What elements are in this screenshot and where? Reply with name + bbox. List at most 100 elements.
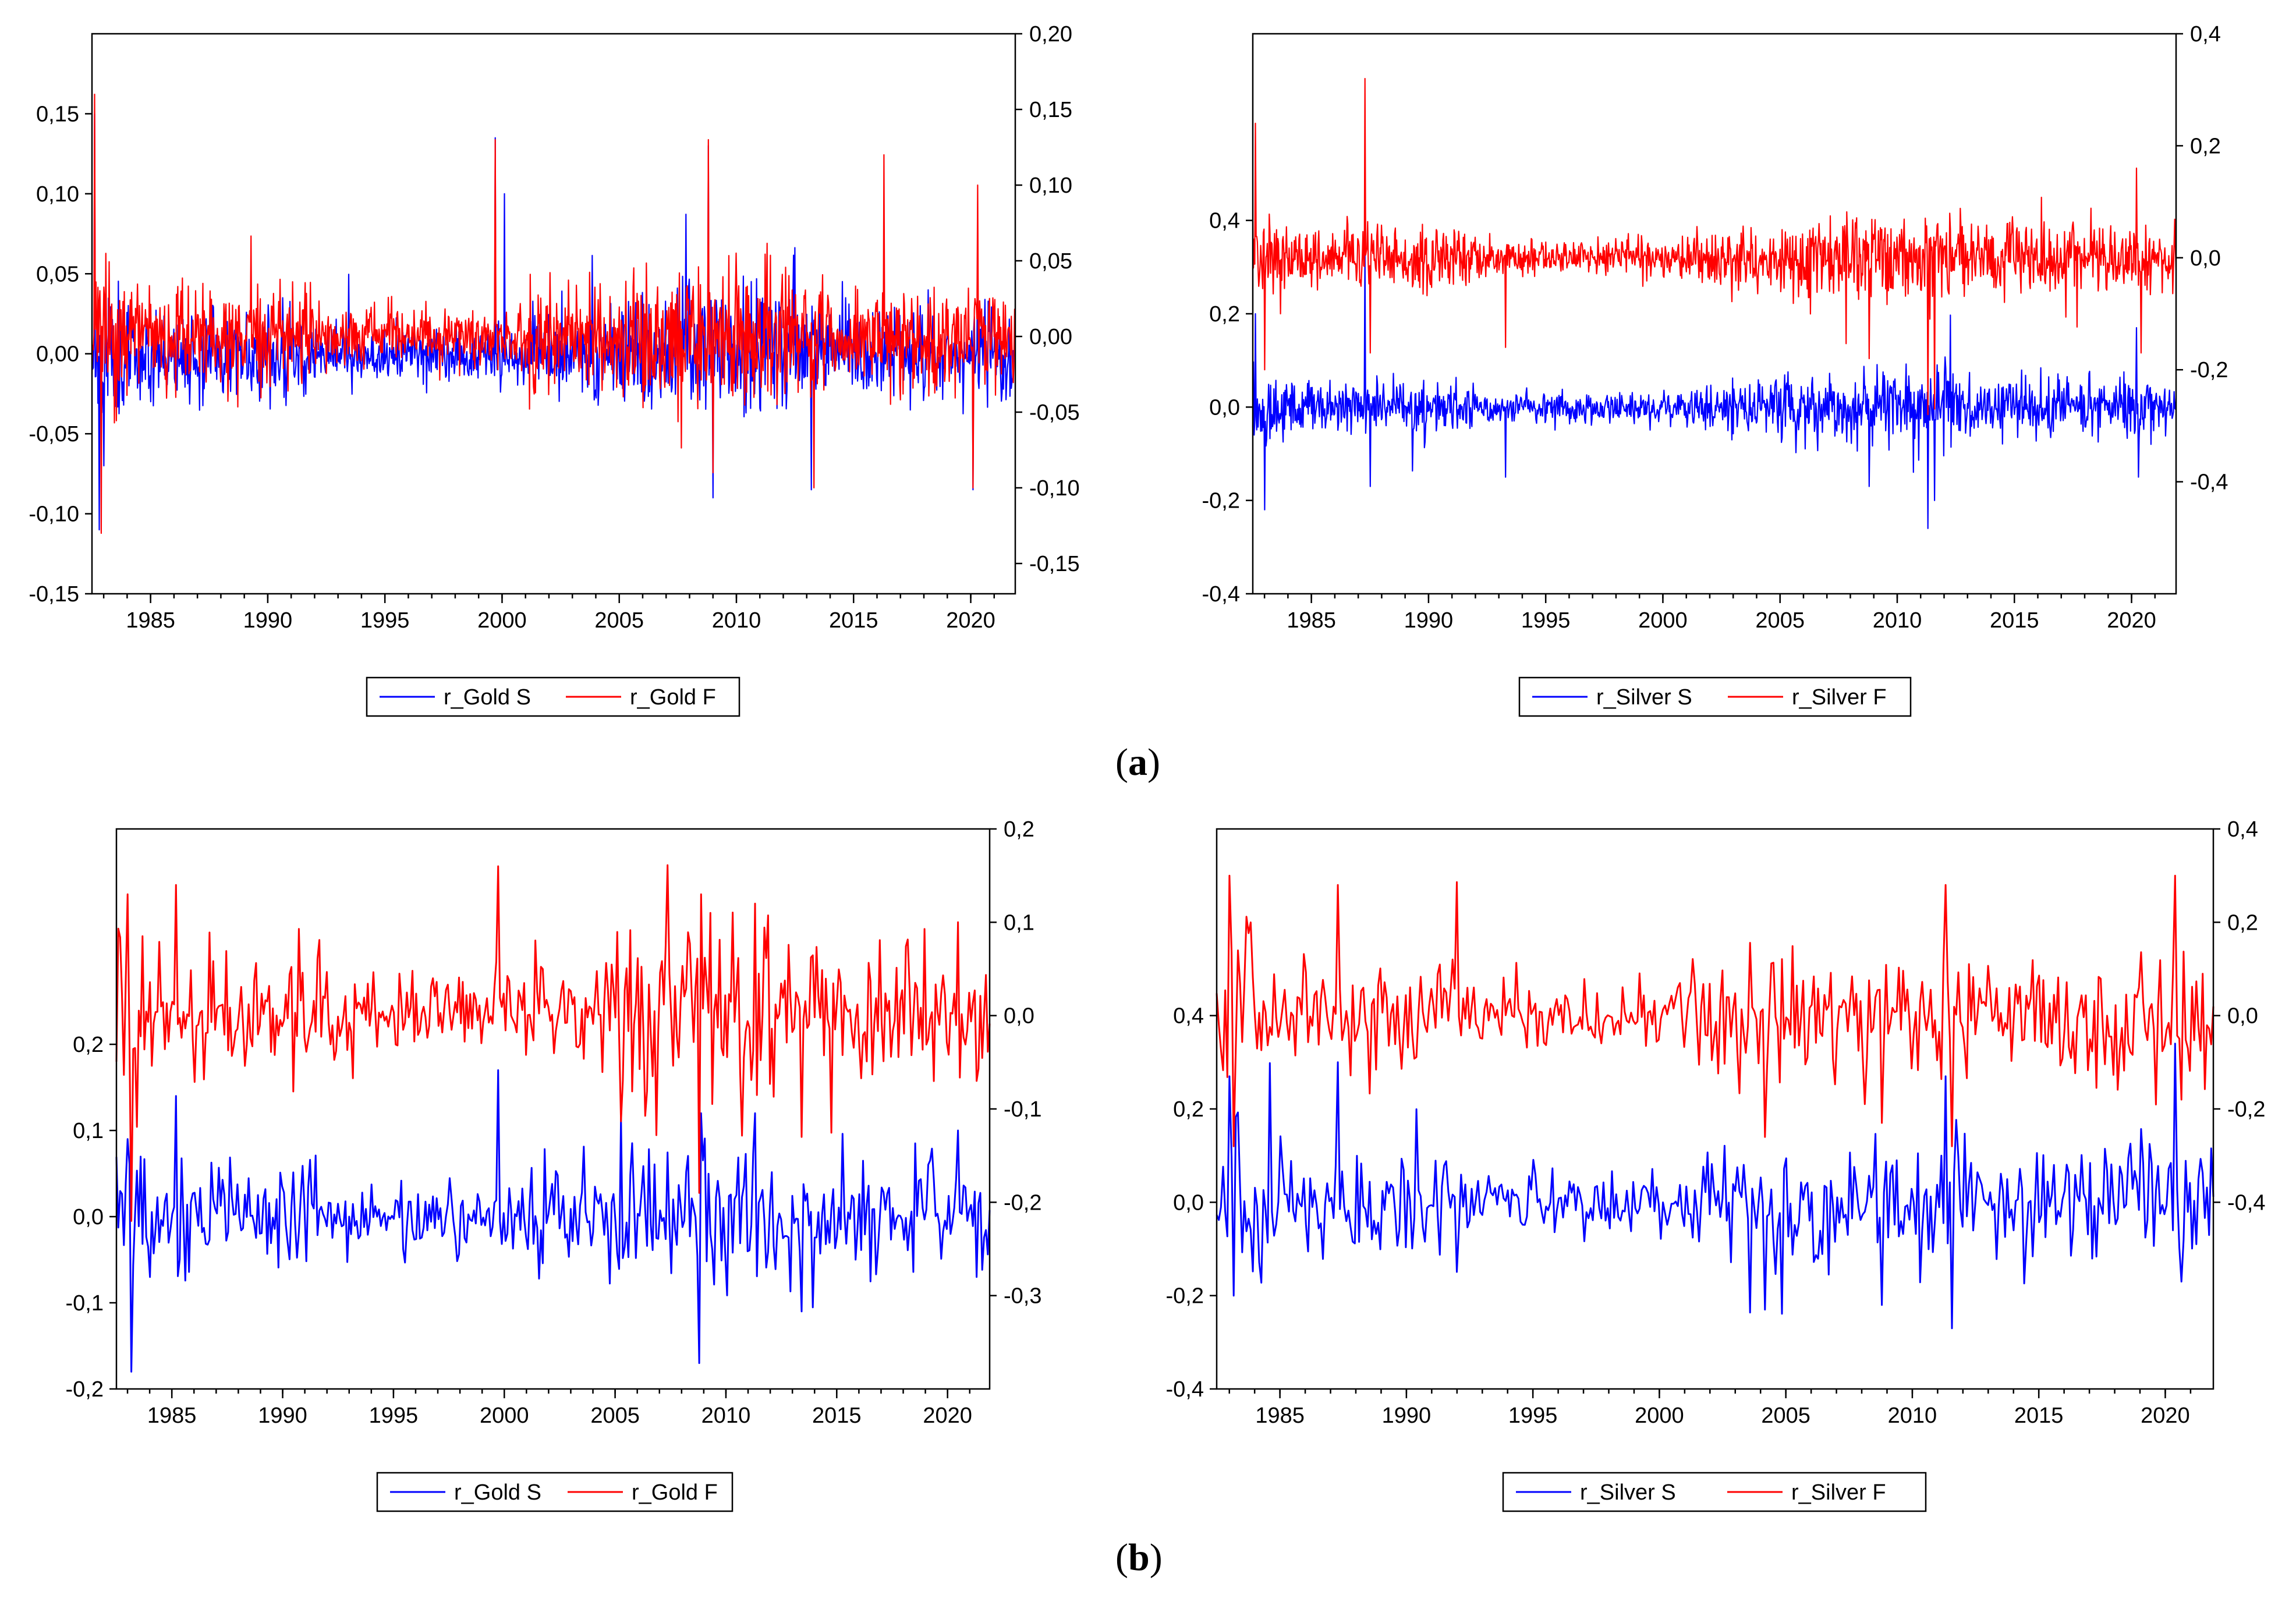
series-line-r-gold-f bbox=[115, 864, 991, 1222]
chart-monthly-silver: 1985 1990 1995 2000 2005 2010 2015 2020 0,4 0,2 0,… bbox=[1166, 817, 2265, 1512]
chart-daily-gold: 1985 1990 1995 2000 2005 2010 2015 2020 0,15 0,10… bbox=[29, 22, 1080, 717]
right-tick-label: 0,10 bbox=[1029, 173, 1072, 198]
x-tick-label: 1990 bbox=[1382, 1403, 1432, 1428]
x-tick-label: 2010 bbox=[701, 1403, 751, 1428]
x-tick-label: 2015 bbox=[1990, 608, 2039, 633]
x-tick-label: 1985 bbox=[1255, 1403, 1305, 1428]
x-tick-label: 2005 bbox=[594, 608, 644, 633]
series-line-r-silver-s bbox=[1252, 247, 2177, 529]
panel-label-a: (a) bbox=[1115, 741, 1160, 784]
x-tick-label: 2015 bbox=[812, 1403, 862, 1428]
left-tick-label: -0,05 bbox=[29, 422, 79, 446]
right-tick-label: 0,2 bbox=[2190, 134, 2221, 158]
x-tick-label: 1985 bbox=[126, 608, 175, 633]
right-tick-label: -0,1 bbox=[1004, 1097, 1041, 1122]
x-tick-label: 1990 bbox=[1404, 608, 1454, 633]
right-tick-label: 0,2 bbox=[2227, 910, 2258, 935]
panel-label-b: (b) bbox=[1115, 1536, 1163, 1579]
right-tick-label: 0,2 bbox=[1004, 817, 1034, 842]
right-tick-label: -0,15 bbox=[1029, 552, 1080, 576]
left-tick-label: 0,0 bbox=[73, 1205, 104, 1229]
x-tick-label: 2000 bbox=[1635, 1403, 1684, 1428]
x-tick-label: 1985 bbox=[1287, 608, 1336, 633]
left-tick-label: -0,2 bbox=[1202, 489, 1240, 513]
legend-label: r_Gold S bbox=[444, 685, 531, 710]
x-tick-label: 2005 bbox=[1755, 608, 1805, 633]
x-tick-label: 2020 bbox=[946, 608, 995, 633]
legend: r_Gold S r_Gold F bbox=[366, 676, 740, 717]
x-tick-label: 1985 bbox=[147, 1403, 197, 1428]
right-tick-label: -0,2 bbox=[2190, 358, 2228, 382]
right-tick-label: 0,15 bbox=[1029, 98, 1072, 122]
left-tick-label: 0,10 bbox=[36, 182, 79, 207]
right-tick-label: 0,4 bbox=[2227, 817, 2258, 842]
x-tick-label: 2005 bbox=[590, 1403, 640, 1428]
right-tick-label: 0,00 bbox=[1029, 325, 1072, 349]
right-tick-label: -0,4 bbox=[2227, 1190, 2265, 1215]
x-tick-label: 1995 bbox=[1521, 608, 1571, 633]
legend-label: r_Silver S bbox=[1580, 1480, 1676, 1505]
legend: r_Silver S r_Silver F bbox=[1502, 1472, 1927, 1512]
series-line-r-silver-f bbox=[1252, 77, 2177, 416]
right-tick-label: 0,1 bbox=[1004, 910, 1034, 935]
plot-frame bbox=[1216, 828, 2214, 1390]
left-tick-label: -0,2 bbox=[1166, 1284, 1204, 1309]
right-tick-label: -0,05 bbox=[1029, 400, 1080, 425]
legend: r_Gold S r_Gold F bbox=[376, 1472, 734, 1512]
x-tick-label: 2000 bbox=[477, 608, 527, 633]
left-tick-label: -0,4 bbox=[1202, 582, 1240, 607]
left-tick-label: 0,4 bbox=[1173, 1004, 1204, 1029]
x-tick-label: 2000 bbox=[1638, 608, 1688, 633]
chart-daily-silver: 1985 1990 1995 2000 2005 2010 2015 2020 0,4 0,2 0,… bbox=[1202, 22, 2228, 717]
plot-frame bbox=[115, 828, 991, 1390]
series-line-r-gold-s bbox=[115, 1069, 991, 1373]
right-tick-label: 0,0 bbox=[1004, 1004, 1034, 1029]
left-tick-label: 0,1 bbox=[73, 1119, 104, 1143]
x-tick-label: 2000 bbox=[480, 1403, 529, 1428]
right-tick-label: 0,05 bbox=[1029, 249, 1072, 274]
x-tick-label: 2005 bbox=[1761, 1403, 1810, 1428]
right-tick-label: -0,4 bbox=[2190, 470, 2228, 495]
x-tick-label: 1995 bbox=[369, 1403, 419, 1428]
left-tick-label: -0,10 bbox=[29, 502, 79, 527]
legend-label: r_Silver F bbox=[1792, 685, 1887, 710]
right-tick-label: -0,3 bbox=[1004, 1284, 1041, 1309]
left-tick-label: -0,4 bbox=[1166, 1377, 1204, 1402]
left-tick-label: 0,2 bbox=[1209, 302, 1240, 327]
legend-label: r_Gold S bbox=[454, 1480, 541, 1505]
legend: r_Silver S r_Silver F bbox=[1518, 676, 1912, 717]
left-tick-label: 0,05 bbox=[36, 262, 79, 286]
legend-box bbox=[1502, 1472, 1927, 1512]
x-tick-label: 1995 bbox=[1508, 1403, 1558, 1428]
x-tick-label: 1990 bbox=[258, 1403, 307, 1428]
legend-label: r_Gold F bbox=[632, 1480, 718, 1505]
x-tick-label: 2010 bbox=[1873, 608, 1922, 633]
left-tick-label: 0,15 bbox=[36, 102, 79, 126]
right-tick-label: 0,4 bbox=[2190, 22, 2221, 47]
series-line-r-gold-f bbox=[91, 93, 1016, 534]
x-tick-label: 2020 bbox=[2141, 1403, 2190, 1428]
left-tick-label: 0,0 bbox=[1173, 1190, 1204, 1215]
plot-frame bbox=[1252, 33, 2177, 595]
x-tick-label: 2015 bbox=[2014, 1403, 2064, 1428]
legend-label: r_Silver F bbox=[1791, 1480, 1886, 1505]
right-tick-label: 0,0 bbox=[2227, 1004, 2258, 1029]
legend-label: r_Gold F bbox=[630, 685, 716, 710]
left-tick-label: 0,0 bbox=[1209, 395, 1240, 420]
legend-label: r_Silver S bbox=[1596, 685, 1692, 710]
right-tick-label: -0,2 bbox=[1004, 1190, 1041, 1215]
x-tick-label: 2015 bbox=[829, 608, 878, 633]
right-tick-label: -0,2 bbox=[2227, 1097, 2265, 1122]
chart-monthly-gold: 1985 1990 1995 2000 2005 2010 2015 2020 0,2 0,1 0,… bbox=[66, 817, 1041, 1512]
x-tick-label: 2020 bbox=[2107, 608, 2156, 633]
x-tick-label: 2010 bbox=[712, 608, 761, 633]
right-tick-label: -0,10 bbox=[1029, 476, 1080, 501]
left-tick-label: 0,2 bbox=[1173, 1097, 1204, 1122]
plot-frame bbox=[91, 33, 1016, 595]
left-tick-label: 0,2 bbox=[73, 1033, 104, 1057]
x-tick-label: 1990 bbox=[243, 608, 293, 633]
series-line-r-silver-s bbox=[1216, 1043, 2214, 1330]
left-tick-label: -0,15 bbox=[29, 582, 79, 607]
x-tick-label: 1995 bbox=[360, 608, 410, 633]
